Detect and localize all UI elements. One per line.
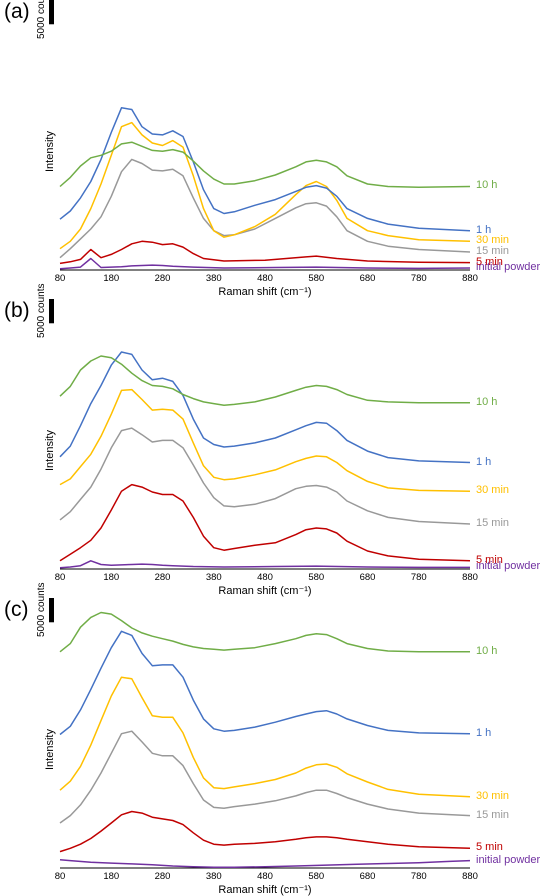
- series-line-0: [59, 257, 471, 270]
- series-label-2: 15 min: [476, 808, 510, 821]
- series-label-2: 15 min: [476, 244, 510, 257]
- scale-bar: [49, 299, 54, 324]
- x-tick-label: 180: [103, 273, 120, 284]
- x-axis-label: Raman shift (cm⁻¹): [218, 585, 312, 597]
- x-tick-label: 380: [205, 572, 222, 583]
- x-tick-label: 80: [54, 273, 66, 284]
- series-label-2: 15 min: [476, 516, 510, 529]
- series-label-4: 1 h: [476, 455, 492, 468]
- series-line-2: [59, 427, 471, 525]
- series-label-1: 5 min: [476, 841, 503, 854]
- x-tick-label: 780: [410, 273, 427, 284]
- series-line-1: [59, 810, 471, 853]
- series-label-0: initial powder: [476, 853, 541, 866]
- series-line-3: [59, 388, 471, 492]
- x-tick-label: 80: [54, 871, 66, 882]
- x-tick-label: 280: [154, 572, 171, 583]
- series-line-0: [59, 560, 470, 569]
- series-line-3: [59, 121, 471, 250]
- x-tick-label: 180: [103, 572, 120, 583]
- x-tick-label: 880: [462, 871, 478, 882]
- x-tick-label: 480: [257, 572, 273, 583]
- scale-bar: [49, 0, 54, 25]
- x-tick-label: 480: [257, 273, 273, 284]
- x-tick-label: 680: [359, 572, 376, 583]
- chart-panel-c: (c) Intensity 5000 counts 80 180 280 380 480 580…: [0, 583, 550, 896]
- x-tick-label: 580: [308, 273, 325, 284]
- x-tick-label: 580: [308, 572, 325, 583]
- scale-bar-label: 5000 counts: [36, 0, 47, 40]
- x-axis-label: Raman shift (cm⁻¹): [218, 884, 312, 896]
- x-tick-label: 780: [410, 871, 427, 882]
- series-line-2: [59, 730, 471, 824]
- series-label-3: 30 min: [476, 484, 510, 497]
- series-line-1: [59, 240, 471, 265]
- x-tick-label: 280: [154, 871, 171, 882]
- series-line-3: [59, 676, 471, 798]
- series-label-3: 30 min: [476, 234, 510, 247]
- x-tick-label: 880: [462, 572, 478, 583]
- x-tick-label: 680: [359, 871, 376, 882]
- scale-bar-label: 5000 counts: [36, 283, 47, 339]
- series-line-1: [59, 483, 471, 562]
- series-label-4: 1 h: [476, 726, 492, 739]
- series-line-4: [59, 630, 471, 736]
- series-line-5: [59, 611, 470, 653]
- series-line-2: [59, 158, 471, 259]
- series-label-5: 10 h: [476, 179, 498, 192]
- x-tick-label: 380: [205, 871, 222, 882]
- x-tick-label: 80: [54, 572, 66, 583]
- x-tick-label: 580: [308, 871, 325, 882]
- panel-label: (a): [4, 0, 30, 23]
- scale-bar: [49, 598, 54, 623]
- series-label-0: initial powder: [476, 260, 541, 273]
- x-axis-label: Raman shift (cm⁻¹): [218, 286, 312, 298]
- x-tick-label: 480: [257, 871, 273, 882]
- chart-svg: [49, 0, 471, 271]
- series-label-4: 1 h: [476, 223, 492, 236]
- panel-label: (b): [4, 299, 30, 322]
- series-line-4: [59, 107, 471, 232]
- series-line-0: [59, 859, 471, 868]
- y-axis-label: Intensity: [44, 430, 56, 471]
- x-tick-label: 880: [462, 273, 478, 284]
- chart-svg: [49, 299, 471, 570]
- x-tick-label: 680: [359, 273, 376, 284]
- chart-panel-b: (b) Intensity 5000 counts 80 180 280 380 480 580…: [0, 284, 550, 597]
- chart-panel-a: (a) Intensity 5000 counts 80 180 280 380 480 580…: [0, 0, 550, 298]
- series-label-5: 10 h: [476, 644, 498, 657]
- series-label-5: 10 h: [476, 395, 498, 408]
- y-axis-label: Intensity: [44, 131, 56, 172]
- series-label-3: 30 min: [476, 789, 510, 802]
- series-label-0: initial powder: [476, 560, 541, 573]
- series-line-5: [59, 355, 470, 406]
- series-label-1: 5 min: [476, 553, 503, 566]
- panel-label: (c): [4, 598, 29, 621]
- y-axis-label: Intensity: [44, 729, 56, 770]
- series-line-4: [59, 351, 471, 464]
- series-line-5: [59, 141, 471, 189]
- x-tick-label: 180: [103, 871, 120, 882]
- x-tick-label: 380: [205, 273, 222, 284]
- series-label-1: 5 min: [476, 255, 503, 268]
- x-tick-label: 280: [154, 273, 171, 284]
- chart-svg: [49, 598, 471, 869]
- scale-bar-label: 5000 counts: [36, 582, 47, 638]
- x-tick-label: 780: [410, 572, 427, 583]
